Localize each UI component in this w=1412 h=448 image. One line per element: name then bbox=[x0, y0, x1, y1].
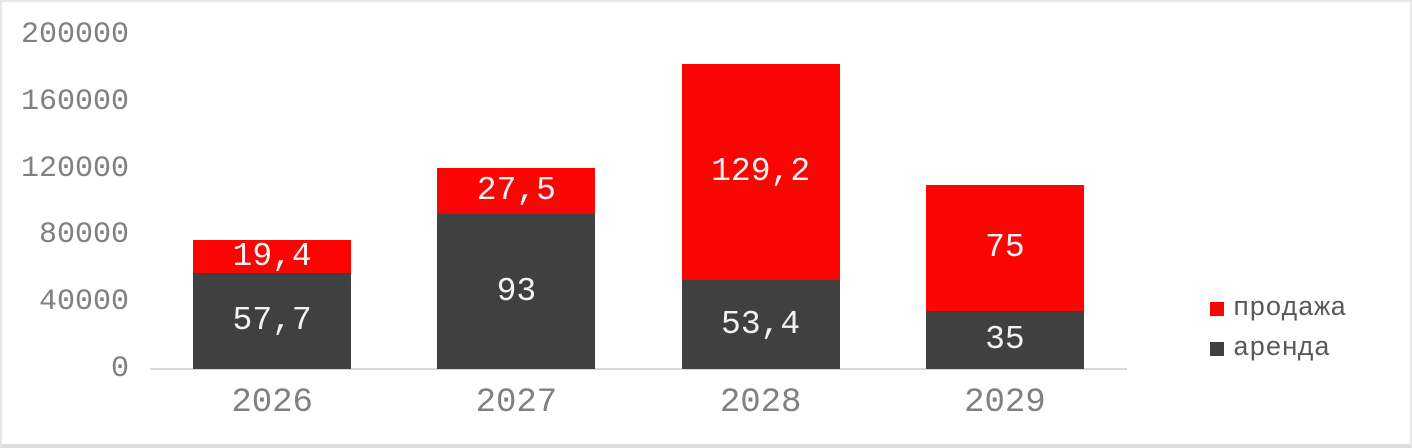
bar-label-prodazha-2029: 75 bbox=[985, 229, 1025, 267]
legend-label-arenda: аренда bbox=[1233, 334, 1331, 364]
bar-label-prodazha-2028: 129,2 bbox=[711, 153, 811, 191]
legend: продажа аренда bbox=[1210, 294, 1346, 364]
x-tick-label-2026: 2026 bbox=[231, 384, 313, 422]
bar-segment-prodazha-2026: 19,4 bbox=[193, 237, 352, 275]
y-tick-label-120000: 120000 bbox=[20, 151, 129, 186]
bar-label-arenda-2028: 53,4 bbox=[721, 305, 801, 343]
x-tick-label-2028: 2028 bbox=[719, 384, 802, 422]
y-tick-label-0: 0 bbox=[110, 352, 129, 386]
bar-segment-arenda-2026: 57,7 bbox=[193, 272, 352, 369]
bar-label-arenda-2026: 57,7 bbox=[232, 302, 312, 340]
bar-label-arenda-2027: 93 bbox=[496, 272, 537, 310]
legend-swatch-arenda bbox=[1210, 342, 1224, 356]
y-tick-label-160000: 160000 bbox=[20, 84, 129, 119]
bar-label-prodazha-2027: 27,5 bbox=[476, 172, 556, 210]
legend-item-prodazha: продажа bbox=[1210, 294, 1346, 324]
legend-swatch-prodazha bbox=[1210, 302, 1224, 316]
bar-segment-prodazha-2027: 27,5 bbox=[437, 167, 596, 214]
legend-label-prodazha: продажа bbox=[1233, 294, 1347, 324]
bar-segment-prodazha-2028: 129,2 bbox=[681, 64, 840, 280]
y-tick-label-200000: 200000 bbox=[20, 18, 129, 52]
y-tick-label-80000: 80000 bbox=[38, 218, 129, 253]
bar-segment-prodazha-2029: 75 bbox=[925, 185, 1084, 311]
x-axis-line bbox=[150, 368, 1127, 370]
y-tick-label-40000: 40000 bbox=[38, 285, 129, 320]
bar-label-arenda-2029: 35 bbox=[985, 321, 1025, 359]
bar-label-prodazha-2026: 19,4 bbox=[232, 237, 312, 275]
bar-segment-arenda-2027: 93 bbox=[437, 213, 596, 369]
x-tick-label-2027: 2027 bbox=[475, 384, 558, 422]
bar-segment-arenda-2029: 35 bbox=[925, 310, 1084, 369]
x-tick-label-2029: 2029 bbox=[964, 384, 1046, 422]
legend-item-arenda: аренда bbox=[1210, 334, 1346, 364]
bar-segment-arenda-2028: 53,4 bbox=[681, 279, 840, 369]
